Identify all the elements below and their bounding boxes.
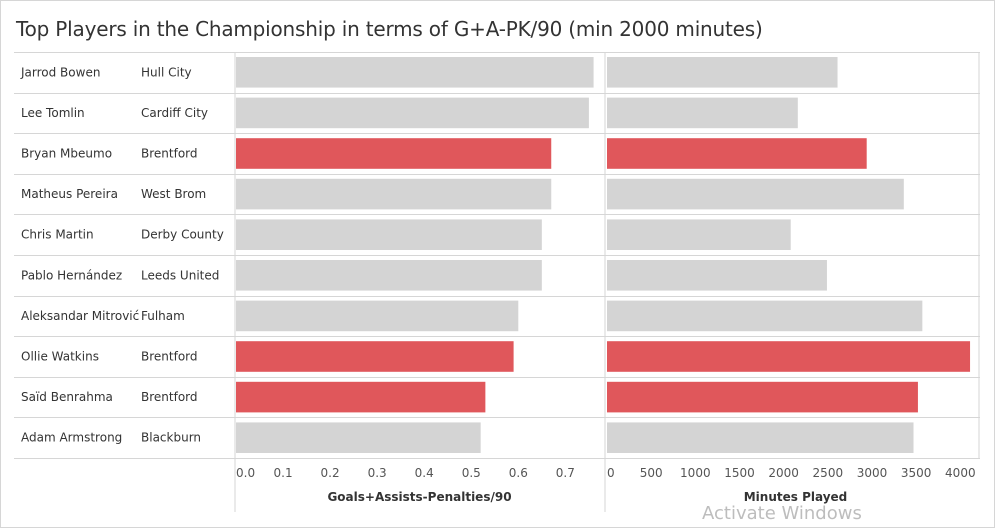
team-label: Blackburn — [141, 431, 201, 445]
bar — [236, 422, 481, 453]
player-label: Lee Tomlin — [21, 106, 85, 120]
x-tick-label: 1000 — [680, 466, 711, 480]
team-label: Hull City — [141, 65, 192, 79]
x-tick-label: 0.1 — [274, 466, 293, 480]
team-label: Brentford — [141, 390, 198, 404]
bar — [607, 422, 914, 453]
player-label: Bryan Mbeumo — [21, 147, 112, 161]
bar — [236, 219, 542, 250]
x-tick-label: 0.6 — [509, 466, 528, 480]
x-tick-label: 1500 — [724, 466, 755, 480]
player-label: Aleksandar Mitrović — [21, 309, 139, 323]
chart-title: Top Players in the Championship in terms… — [16, 17, 763, 41]
bar-highlight — [607, 341, 971, 372]
bar — [607, 300, 923, 332]
x-tick-label: 0.0 — [236, 466, 255, 480]
team-label: Fulham — [141, 309, 185, 323]
x-tick-label: 500 — [640, 466, 663, 480]
player-label: Matheus Pereira — [21, 187, 118, 201]
x-tick-label: 2000 — [768, 466, 799, 480]
x-tick-label: 0 — [607, 466, 615, 480]
bar-highlight — [236, 341, 514, 372]
player-label: Chris Martin — [21, 228, 94, 242]
x-tick-label: 3500 — [901, 466, 932, 480]
x-tick-label: 2500 — [813, 466, 844, 480]
team-label: Brentford — [141, 147, 198, 161]
x-tick-label: 0.2 — [321, 466, 340, 480]
bar — [236, 178, 552, 210]
activate-windows-watermark: Activate Windows — [702, 503, 862, 524]
bar — [607, 178, 904, 210]
player-label: Pablo Hernández — [21, 268, 122, 282]
bar-highlight — [607, 381, 918, 413]
x-tick-label: 0.5 — [462, 466, 481, 480]
x-tick-label: 0.4 — [415, 466, 434, 480]
bar-highlight — [236, 138, 552, 169]
bar — [236, 97, 589, 129]
x-tick-label: 3000 — [857, 466, 888, 480]
bar — [607, 260, 827, 291]
player-label: Saïd Benrahma — [21, 390, 113, 404]
bar — [236, 57, 594, 88]
x-tick-label: 4000 — [945, 466, 976, 480]
player-label: Ollie Watkins — [21, 350, 99, 364]
bar — [607, 97, 798, 129]
team-label: West Brom — [141, 187, 206, 201]
x-axis-title: Goals+Assists-Penalties/90 — [327, 490, 511, 504]
x-tick-label: 0.7 — [556, 466, 575, 480]
bar-highlight — [236, 381, 486, 413]
bar — [607, 57, 838, 88]
player-label: Adam Armstrong — [21, 431, 122, 445]
team-label: Cardiff City — [141, 106, 208, 120]
x-axis-title: Minutes Played — [744, 490, 848, 504]
bar — [607, 219, 791, 250]
team-label: Leeds United — [141, 268, 219, 282]
bar — [236, 260, 542, 291]
bar-highlight — [607, 138, 867, 169]
x-tick-label: 0.3 — [368, 466, 387, 480]
player-label: Jarrod Bowen — [20, 65, 100, 79]
team-label: Brentford — [141, 350, 198, 364]
bar — [236, 300, 519, 332]
team-label: Derby County — [141, 228, 224, 242]
